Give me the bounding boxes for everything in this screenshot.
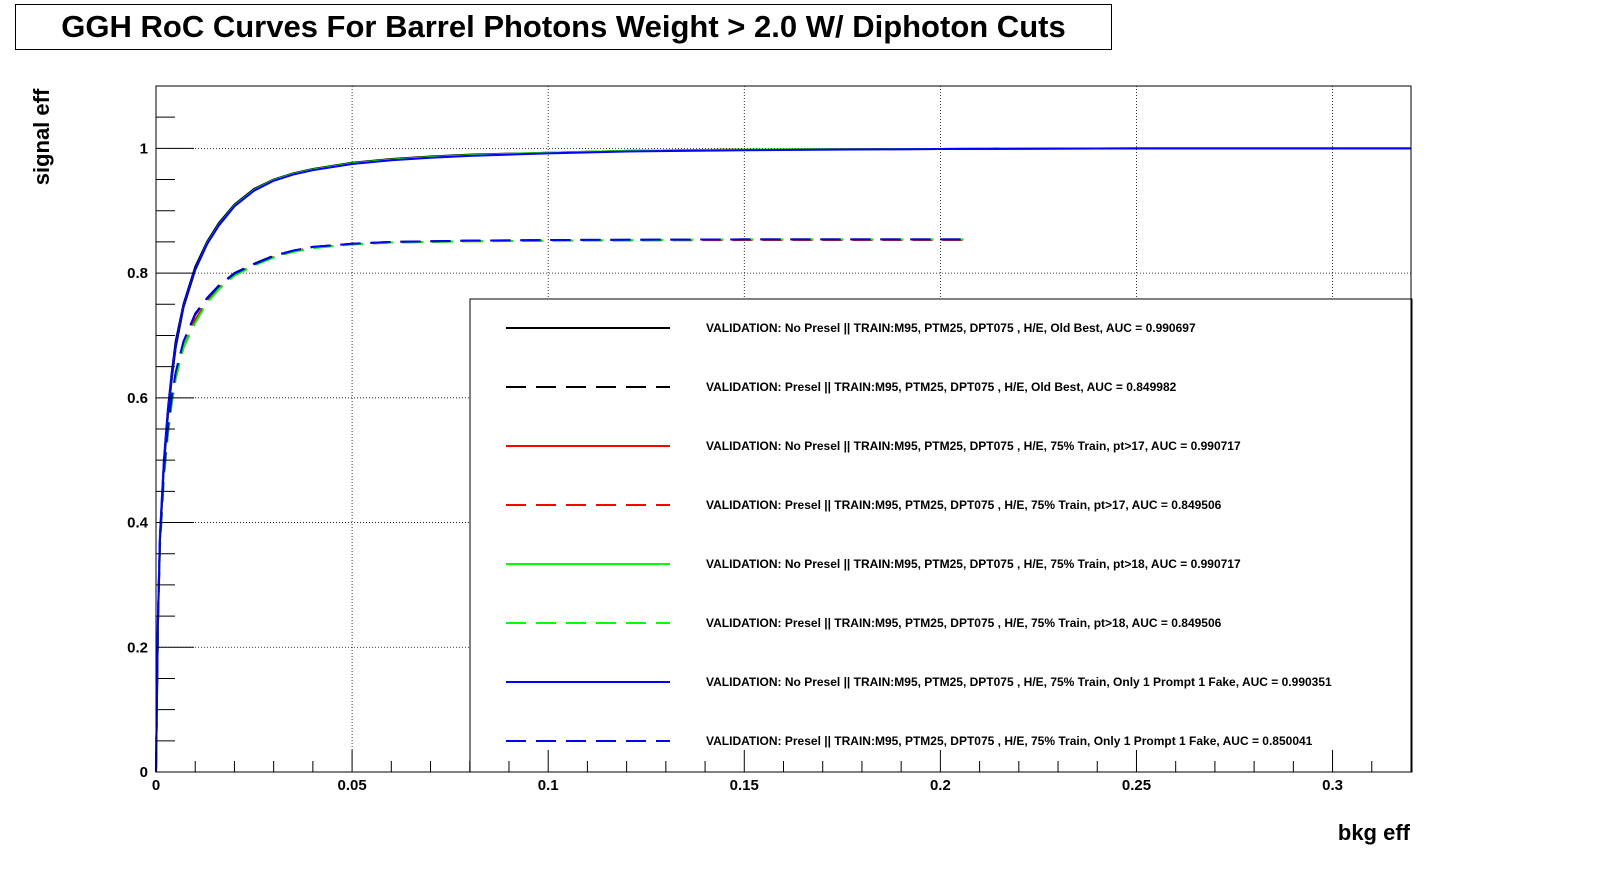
y-tick-label: 0.2: [127, 639, 148, 656]
x-tick-label: 0.2: [930, 777, 951, 794]
y-tick-label: 1: [140, 140, 148, 157]
chart-title: GGH RoC Curves For Barrel Photons Weight…: [15, 4, 1112, 50]
legend-entry: VALIDATION: Presel || TRAIN:M95, PTM25, …: [706, 616, 1222, 630]
y-tick-label: 0.6: [127, 390, 148, 407]
y-axis-label: signal eff: [29, 88, 54, 185]
legend-entry: VALIDATION: No Presel || TRAIN:M95, PTM2…: [706, 557, 1241, 571]
x-tick-label: 0.3: [1322, 777, 1343, 794]
x-tick-label: 0.25: [1122, 777, 1151, 794]
legend-entry: VALIDATION: No Presel || TRAIN:M95, PTM2…: [706, 321, 1196, 335]
legend-entry: VALIDATION: Presel || TRAIN:M95, PTM25, …: [706, 734, 1313, 748]
y-tick-label: 0.4: [127, 515, 149, 532]
y-tick-label: 0: [140, 764, 148, 781]
x-axis-label: bkg eff: [1338, 820, 1411, 845]
legend: VALIDATION: No Presel || TRAIN:M95, PTM2…: [469, 298, 1413, 773]
legend-entry: VALIDATION: Presel || TRAIN:M95, PTM25, …: [706, 498, 1222, 512]
legend-entry: VALIDATION: Presel || TRAIN:M95, PTM25, …: [706, 380, 1177, 394]
axis-ticks: 0 0.05 0.1 0.15 0.2 0.25 0.3 0 0.2 0.4 0.6 0.8 1: [127, 116, 1373, 794]
x-tick-label: 0: [152, 777, 160, 794]
y-tick-label: 0.8: [127, 265, 148, 282]
series-line-2: [155, 238, 968, 773]
legend-box: [469, 298, 1413, 773]
x-tick-label: 0.05: [337, 777, 366, 794]
series-line-7: [155, 147, 1411, 773]
x-tick-label: 0.1: [538, 777, 559, 794]
x-tick-label: 0.15: [730, 777, 759, 794]
legend-entry: VALIDATION: No Presel || TRAIN:M95, PTM2…: [706, 675, 1332, 689]
legend-entry: VALIDATION: No Presel || TRAIN:M95, PTM2…: [706, 439, 1241, 453]
